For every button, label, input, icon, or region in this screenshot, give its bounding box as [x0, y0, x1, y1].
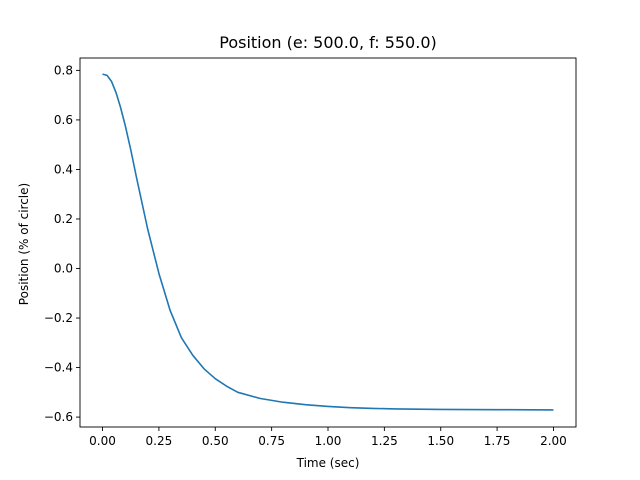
y-tick-label: 0.2	[54, 212, 73, 226]
y-axis-label: Position (% of circle)	[17, 183, 31, 305]
y-tick-label: 0.8	[54, 63, 73, 77]
x-tick-label: 1.00	[315, 434, 342, 448]
y-tick-label: −0.4	[44, 361, 73, 375]
y-axis: −0.6 −0.4 −0.2 0.0 0.2 0.4 0.6 0.8	[44, 63, 80, 424]
x-tick-label: 0.75	[258, 434, 285, 448]
y-tick-label: −0.6	[44, 410, 73, 424]
y-tick-label: 0.0	[54, 262, 73, 276]
x-tick-label: 0.50	[202, 434, 229, 448]
x-tick-label: 0.00	[89, 434, 116, 448]
x-tick-label: 2.00	[540, 434, 567, 448]
y-tick-label: 0.4	[54, 162, 73, 176]
x-axis-label: Time (sec)	[296, 456, 360, 470]
x-tick-label: 1.25	[371, 434, 398, 448]
x-tick-label: 0.25	[146, 434, 173, 448]
series-line-0	[102, 73, 554, 411]
y-tick-label: −0.2	[44, 311, 73, 325]
chart-title: Position (e: 500.0, f: 550.0)	[219, 33, 437, 52]
x-axis: 0.00 0.25 0.50 0.75 1.00 1.25 1.50 1.75 2.00	[89, 427, 567, 448]
y-tick-label: 0.6	[54, 113, 73, 127]
x-tick-label: 1.50	[427, 434, 454, 448]
x-tick-label: 1.75	[484, 434, 511, 448]
